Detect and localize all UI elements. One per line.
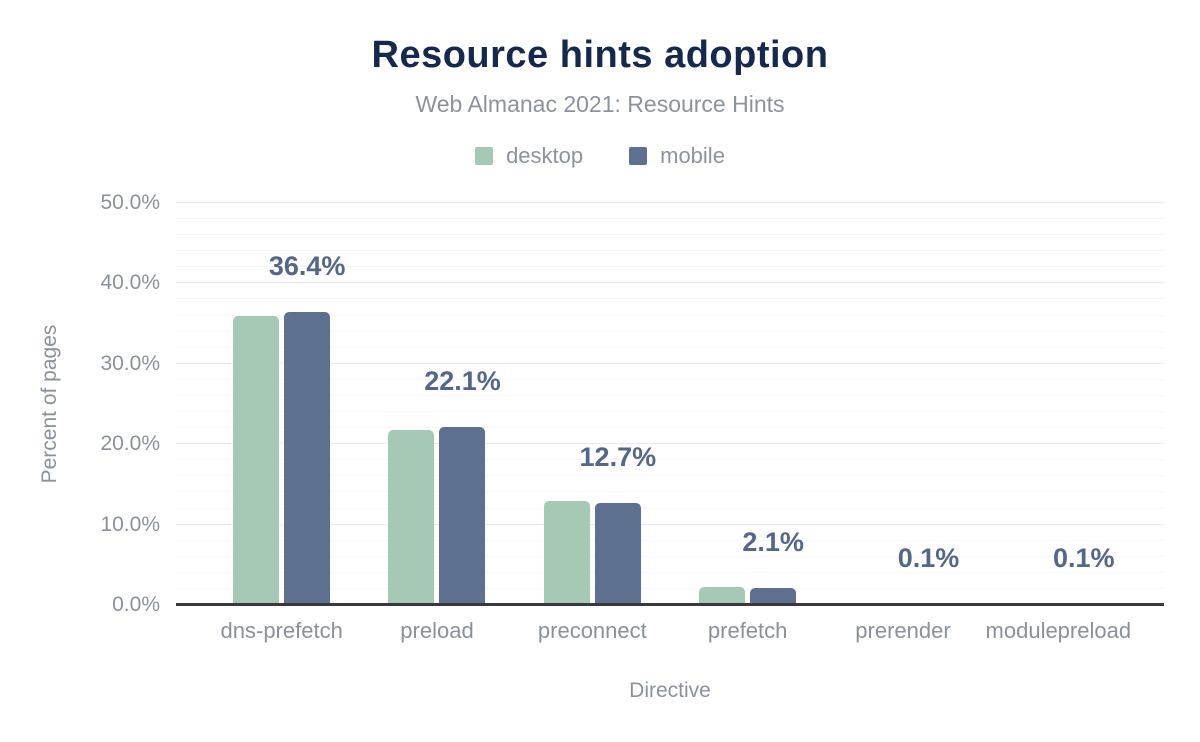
- bar-value-label-modulepreload: 0.1%: [1053, 543, 1115, 574]
- desktop-swatch-icon: [475, 147, 494, 165]
- category-column-dns-prefetch: 36.4%: [204, 203, 359, 605]
- bar-value-label-prerender: 0.1%: [897, 543, 960, 574]
- legend-item-mobile: mobile: [629, 143, 725, 169]
- x-tick-label-preload: preload: [400, 618, 474, 643]
- bar-mobile-preload: [439, 427, 486, 605]
- gridline-minor: [176, 459, 1164, 461]
- x-tick-label-prefetch: prefetch: [707, 618, 788, 643]
- x-axis-line: [176, 603, 1164, 606]
- gridline-minor: [176, 555, 1164, 557]
- gridline-major: [176, 523, 1164, 525]
- bar-columns: 36.4% 22.1% 12.7% 2.1% 0.1% 0.1%: [204, 203, 1136, 605]
- bar-pair-modulepreload: 0.1%: [1009, 543, 1115, 605]
- y-tick-label: 10.0%: [100, 512, 160, 536]
- bar-value-label-preconnect: 12.7%: [579, 441, 657, 472]
- bar-value-label-preload: 22.1%: [424, 366, 501, 397]
- bar-pair-dns-prefetch: 36.4%: [233, 251, 345, 605]
- legend-label-desktop: desktop: [506, 143, 584, 168]
- bar-value-label-dns-prefetch: 36.4%: [268, 251, 346, 282]
- gridline-minor: [176, 378, 1164, 380]
- gridline-minor: [176, 250, 1164, 252]
- gridline-minor: [176, 587, 1164, 589]
- gridline-minor: [176, 346, 1164, 348]
- x-tick-label-dns-prefetch: dns-prefetch: [220, 618, 343, 643]
- gridline-minor: [176, 539, 1164, 541]
- bar-mobile-preconnect: [594, 502, 641, 605]
- category-column-preload: 22.1%: [359, 203, 514, 605]
- x-tick-label-modulepreload: modulepreload: [985, 618, 1132, 643]
- gridline-minor: [176, 411, 1164, 413]
- bar-value-label-prefetch: 2.1%: [742, 527, 804, 558]
- legend-item-desktop: desktop: [475, 143, 583, 169]
- bar-mobile-dns-prefetch: [284, 312, 331, 605]
- gridline-major: [176, 202, 1164, 203]
- gridline-major: [176, 443, 1164, 445]
- bar-desktop-prefetch: [699, 586, 746, 605]
- gridline-major: [176, 282, 1164, 284]
- bar-desktop-dns-prefetch: [233, 316, 280, 605]
- x-tick-label-prerender: prerender: [855, 618, 951, 643]
- y-tick-label: 50.0%: [100, 191, 160, 214]
- gridline-minor: [176, 314, 1164, 316]
- category-column-prefetch: 2.1%: [670, 203, 825, 605]
- gridline-minor: [176, 491, 1164, 493]
- plot-area: 36.4% 22.1% 12.7% 2.1% 0.1% 0.1%: [176, 202, 1164, 606]
- category-column-modulepreload: 0.1%: [981, 203, 1136, 605]
- chart-subtitle: Web Almanac 2021: Resource Hints: [415, 91, 785, 117]
- y-tick-label: 20.0%: [100, 432, 160, 456]
- x-tick-label-preconnect: preconnect: [537, 618, 647, 643]
- gridline-minor: [176, 427, 1164, 429]
- gridline-major: [176, 362, 1164, 364]
- bar-desktop-preload: [388, 429, 435, 605]
- y-tick-label: 30.0%: [100, 351, 160, 375]
- bar-pair-prefetch: 2.1%: [699, 527, 804, 605]
- legend-label-mobile: mobile: [660, 143, 725, 168]
- gridline-minor: [176, 266, 1164, 268]
- gridline-minor: [176, 571, 1164, 573]
- gridline-minor: [176, 234, 1164, 236]
- y-tick-label: 40.0%: [100, 271, 160, 295]
- gridline-minor: [176, 218, 1164, 220]
- chart-title: Resource hints adoption: [371, 34, 829, 76]
- legend: desktop mobile: [0, 143, 1200, 169]
- x-axis-title: Directive: [629, 679, 711, 702]
- y-tick-label: 0.0%: [112, 593, 160, 616]
- gridline-minor: [176, 475, 1164, 477]
- bar-pair-preconnect: 12.7%: [543, 442, 656, 605]
- gridline-minor: [176, 507, 1164, 509]
- bar-mobile-prefetch: [750, 588, 797, 605]
- gridline-minor: [176, 330, 1164, 332]
- gridline-minor: [176, 298, 1164, 300]
- mobile-swatch-icon: [629, 147, 648, 165]
- bar-desktop-preconnect: [543, 501, 590, 605]
- category-column-prerender: 0.1%: [825, 203, 980, 605]
- category-column-preconnect: 12.7%: [515, 203, 670, 605]
- y-axis-title: Percent of pages: [38, 324, 61, 484]
- gridline-minor: [176, 394, 1164, 396]
- x-axis-ticks: dns-prefetch preload preconnect prefetch pre…: [204, 618, 1136, 644]
- bar-pair-preload: 22.1%: [388, 366, 501, 605]
